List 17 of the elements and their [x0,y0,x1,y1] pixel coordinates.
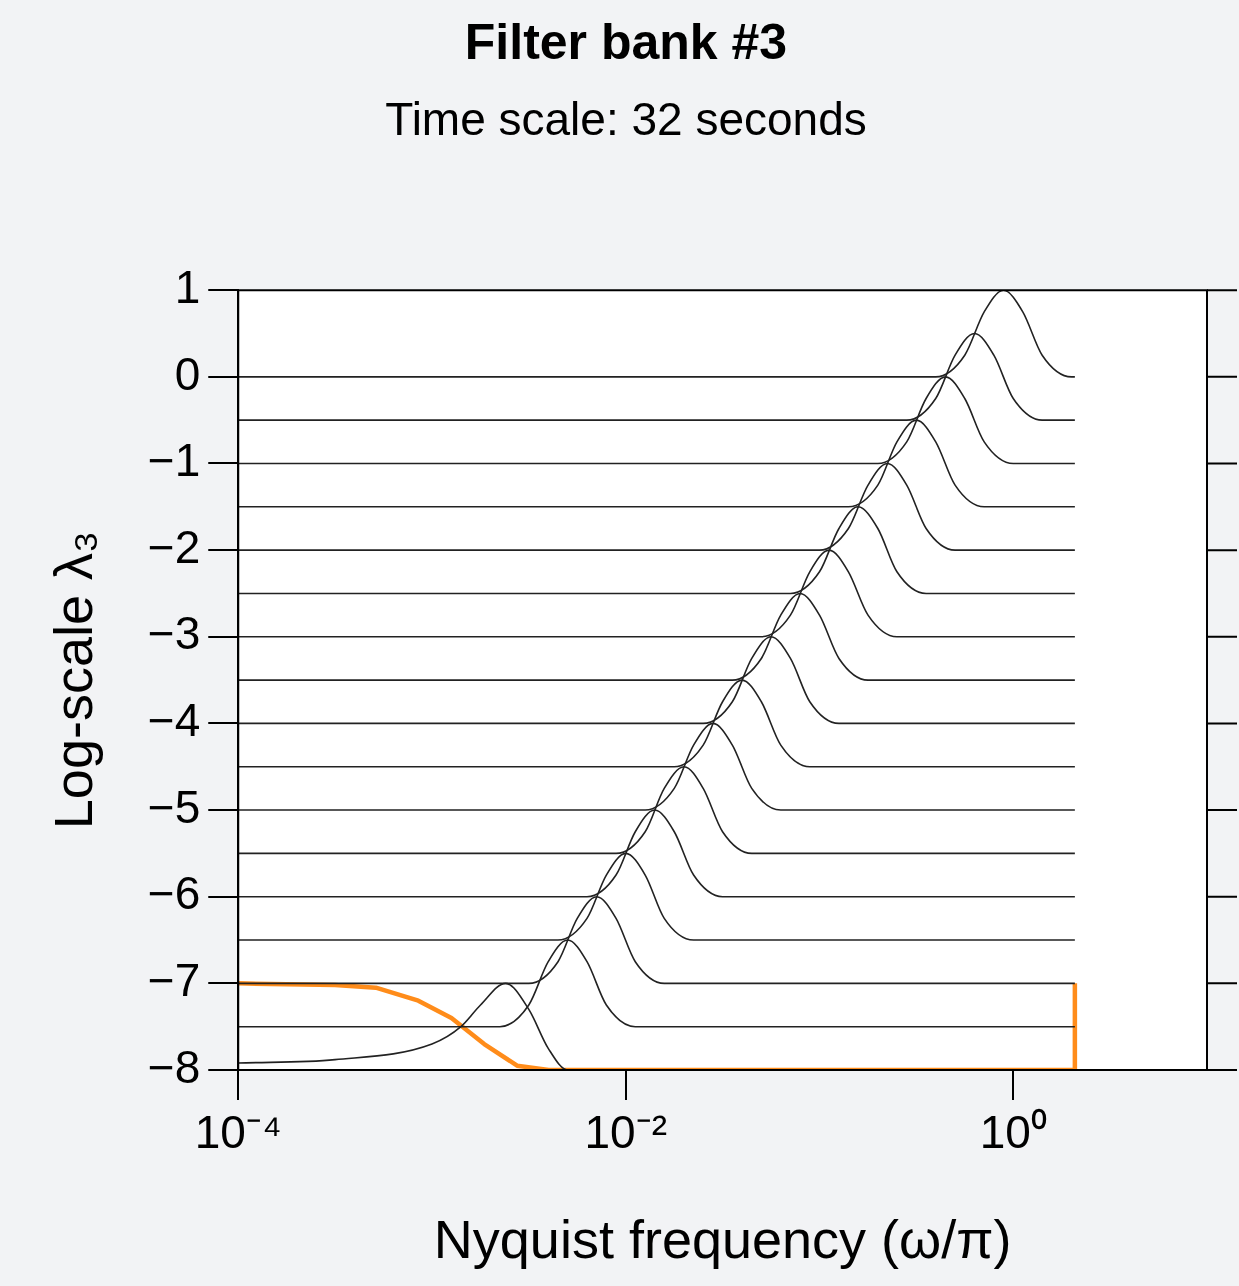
x-axis-title: Nyquist frequency (ω/π) [433,1209,1012,1270]
y-tick-label: −8 [147,1040,201,1093]
y-tick-label: −1 [147,434,201,487]
y-tick-label: 1 [174,260,201,313]
y-tick-label: −3 [147,607,201,660]
y-tick-label: −5 [147,780,201,833]
chart-subtitle: Time scale: 32 seconds [385,93,867,146]
y-tick-label: −7 [147,954,201,1007]
y-tick-label: −2 [147,520,201,573]
y-tick-label: −4 [147,694,201,747]
x-tick-label: 10⁻² [584,1106,667,1159]
x-tick-label: 10⁻⁴ [194,1106,282,1159]
chart-title: Filter bank #3 [464,13,788,70]
y-tick-label: 0 [174,347,201,400]
y-tick-label: −6 [147,867,201,920]
x-tick-label: 10⁰ [979,1106,1047,1159]
y-axis-title: Log-scale λ₃ [43,531,104,830]
